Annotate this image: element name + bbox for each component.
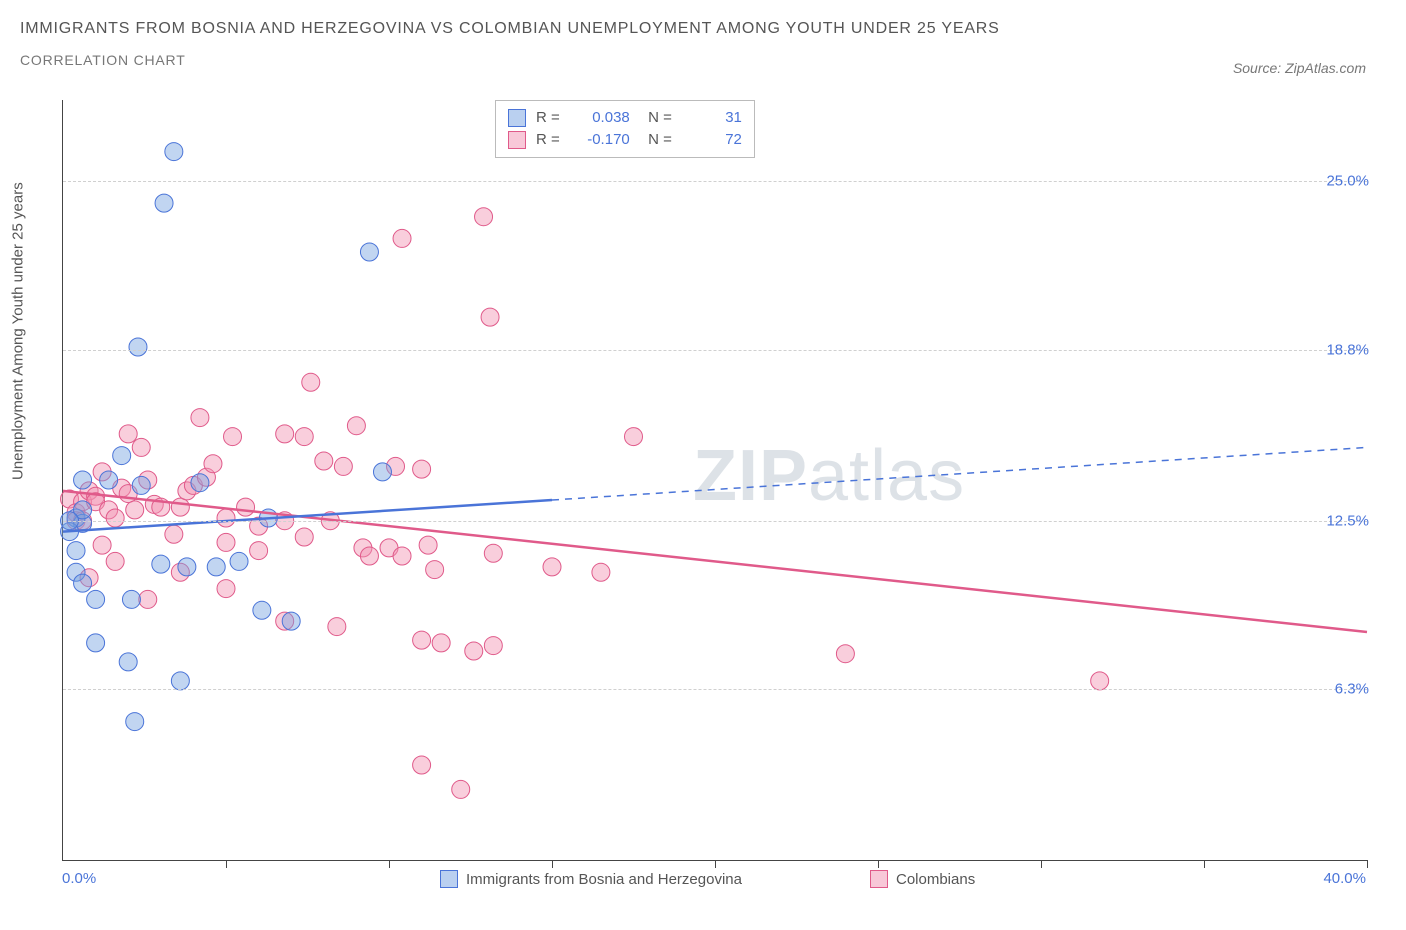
swatch-pink-icon (870, 870, 888, 888)
swatch-blue-icon (440, 870, 458, 888)
scatter-plot-area: R = 0.038 N = 31 R = -0.170 N = 72 ZIPat… (62, 100, 1367, 861)
legend-label: Colombians (896, 871, 975, 888)
x-axis-max-label: 40.0% (1323, 870, 1366, 887)
page-subtitle: CORRELATION CHART (20, 52, 1000, 68)
x-tick (1041, 860, 1042, 868)
page-title: IMMIGRANTS FROM BOSNIA AND HERZEGOVINA V… (20, 20, 1000, 38)
legend-item-pink: Colombians (870, 870, 975, 888)
y-tick-label: 6.3% (1289, 681, 1369, 698)
legend-item-blue: Immigrants from Bosnia and Herzegovina (440, 870, 742, 888)
y-tick-label: 18.8% (1289, 341, 1369, 358)
x-axis-min-label: 0.0% (62, 870, 96, 887)
x-tick (389, 860, 390, 868)
x-tick (1204, 860, 1205, 868)
legend-label: Immigrants from Bosnia and Herzegovina (466, 871, 742, 888)
y-axis-title: Unemployment Among Youth under 25 years (10, 182, 27, 480)
x-tick (715, 860, 716, 868)
x-tick (878, 860, 879, 868)
source-credit: Source: ZipAtlas.com (1233, 60, 1366, 76)
x-tick (552, 860, 553, 868)
y-tick-label: 12.5% (1289, 512, 1369, 529)
gridline (63, 689, 1367, 690)
x-tick (1367, 860, 1368, 868)
x-tick (226, 860, 227, 868)
gridline (63, 521, 1367, 522)
gridline (63, 181, 1367, 182)
y-tick-label: 25.0% (1289, 173, 1369, 190)
gridline (63, 350, 1367, 351)
plot-svg (63, 100, 1367, 860)
